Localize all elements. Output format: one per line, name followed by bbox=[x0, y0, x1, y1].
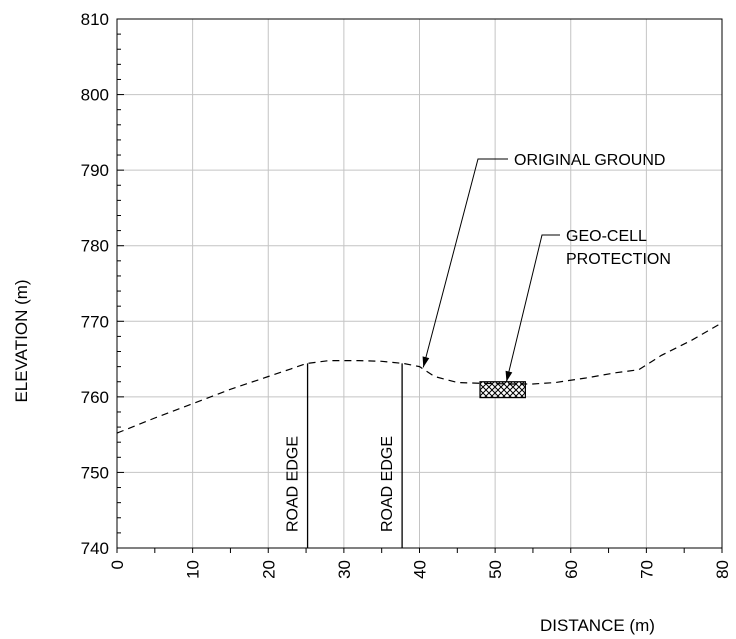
y-tick-label: 760 bbox=[81, 388, 109, 407]
original-ground-leader bbox=[422, 158, 508, 368]
y-tick-label: 780 bbox=[81, 237, 109, 256]
x-tick-label: 70 bbox=[637, 560, 656, 579]
x-tick-label: 10 bbox=[184, 560, 203, 579]
y-axis-title: ELEVATION (m) bbox=[12, 279, 31, 402]
x-tick-label: 0 bbox=[108, 560, 127, 569]
y-tick-label: 740 bbox=[81, 539, 109, 558]
geo-cell-block bbox=[479, 381, 526, 399]
geo-cell-label: GEO-CELL bbox=[566, 228, 647, 245]
original-ground-label: ORIGINAL GROUND bbox=[514, 152, 665, 169]
y-tick-label: 810 bbox=[81, 10, 109, 29]
axes: 740 750 760 770 780 790 800 810 0 10 20 30 40 50 60 70 8… bbox=[81, 10, 732, 579]
geo-cell-label-line2: PROTECTION bbox=[566, 251, 671, 268]
geo-cell-leader bbox=[505, 234, 560, 382]
y-tick-label: 800 bbox=[81, 86, 109, 105]
y-tick-label: 770 bbox=[81, 312, 109, 331]
original-ground-arrowhead bbox=[422, 356, 430, 368]
y-tick-label: 790 bbox=[81, 161, 109, 180]
road-edge-layer: ROAD EDGE ROAD EDGE bbox=[285, 363, 526, 548]
x-axis-title: DISTANCE (m) bbox=[540, 616, 655, 635]
x-tick-label: 80 bbox=[713, 560, 732, 579]
y-tick-label: 750 bbox=[81, 463, 109, 482]
series-layer bbox=[116, 322, 723, 434]
x-tick-label: 50 bbox=[486, 560, 505, 579]
geo-cell-arrowhead bbox=[505, 370, 513, 382]
road-edge-label: ROAD EDGE bbox=[379, 436, 396, 532]
x-tick-label: 20 bbox=[259, 560, 278, 579]
x-tick-label: 60 bbox=[562, 560, 581, 579]
original-ground-line bbox=[116, 322, 723, 434]
annotations: ORIGINAL GROUND GEO-CELL PROTECTION bbox=[422, 152, 671, 382]
x-tick-label: 40 bbox=[411, 560, 430, 579]
road-edge-label: ROAD EDGE bbox=[285, 436, 302, 532]
grid bbox=[116, 18, 723, 549]
x-tick-label: 30 bbox=[335, 560, 354, 579]
